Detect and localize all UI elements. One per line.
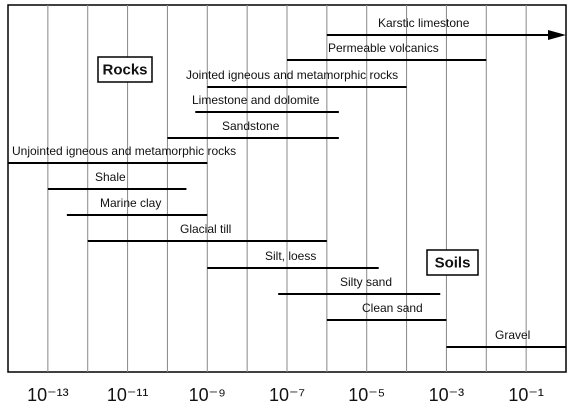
x-tick-label: 10⁻⁹ [189, 385, 226, 405]
bar-label: Sandstone [222, 119, 280, 133]
bar-label: Unjointed igneous and metamorphic rocks [12, 144, 236, 158]
bar-label: Karstic limestone [378, 16, 470, 30]
x-tick-label: 10⁻⁵ [348, 385, 385, 405]
annotation: Rocks [102, 61, 147, 78]
bar-label: Silt, loess [265, 249, 316, 263]
bar-label: Permeable volcanics [328, 41, 439, 55]
x-tick-label: 10⁻¹ [508, 385, 544, 405]
annotation-box [97, 56, 153, 83]
annotation-box [426, 249, 479, 276]
x-tick-label: 10⁻¹³ [27, 385, 69, 405]
x-tick-label: 10⁻³ [429, 385, 465, 405]
bar-label: Gravel [495, 328, 530, 342]
annotation: Soils [435, 254, 471, 271]
bar-label: Clean sand [362, 301, 423, 315]
bar-label: Limestone and dolomite [192, 93, 320, 107]
bar-label: Marine clay [100, 196, 161, 210]
bar-label: Shale [95, 170, 126, 184]
x-tick-label: 10⁻¹¹ [107, 385, 149, 405]
bar-label: Silty sand [340, 275, 392, 289]
arrow-head [548, 30, 566, 40]
bar-label: Glacial till [180, 222, 231, 236]
x-tick-label: 10⁻⁷ [269, 385, 305, 405]
bar-label: Jointed igneous and metamorphic rocks [186, 68, 398, 82]
